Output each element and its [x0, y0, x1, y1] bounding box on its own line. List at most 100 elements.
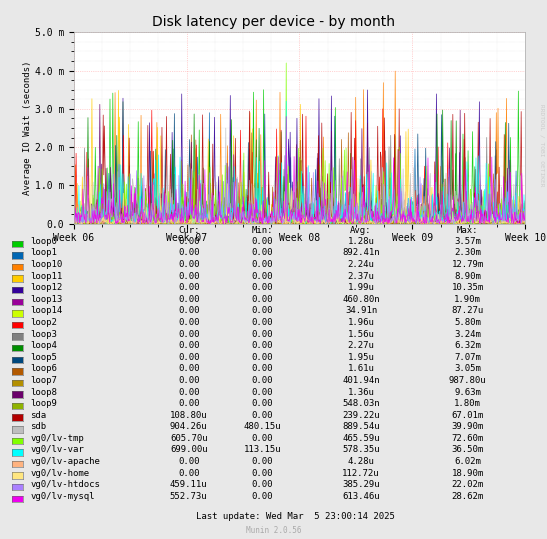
Text: 0.00: 0.00	[178, 295, 200, 304]
Text: 0.00: 0.00	[178, 388, 200, 397]
Text: 4.28u: 4.28u	[347, 457, 375, 466]
Text: 3.05m: 3.05m	[454, 364, 481, 374]
Text: 10.35m: 10.35m	[452, 284, 484, 292]
Text: 36.50m: 36.50m	[452, 446, 484, 454]
Text: 0.00: 0.00	[178, 376, 200, 385]
Text: 0.00: 0.00	[252, 457, 274, 466]
Text: 460.80n: 460.80n	[342, 295, 380, 304]
Text: 0.00: 0.00	[178, 364, 200, 374]
Text: 0.00: 0.00	[178, 399, 200, 408]
Text: 904.26u: 904.26u	[170, 423, 207, 431]
Text: 0.00: 0.00	[252, 237, 274, 246]
Text: 239.22u: 239.22u	[342, 411, 380, 420]
Text: 28.62m: 28.62m	[452, 492, 484, 501]
Text: 22.02m: 22.02m	[452, 480, 484, 489]
Text: loop10: loop10	[30, 260, 62, 269]
Text: 112.72u: 112.72u	[342, 469, 380, 478]
Text: 2.37u: 2.37u	[347, 272, 375, 281]
Text: 72.60m: 72.60m	[452, 434, 484, 443]
Text: 0.00: 0.00	[252, 376, 274, 385]
Text: 1.99u: 1.99u	[347, 284, 375, 292]
Text: 18.90m: 18.90m	[452, 469, 484, 478]
Text: 0.00: 0.00	[252, 480, 274, 489]
Text: 0.00: 0.00	[252, 353, 274, 362]
Text: sda: sda	[30, 411, 46, 420]
Text: vg0/lv-home: vg0/lv-home	[30, 469, 89, 478]
Text: 1.90m: 1.90m	[454, 295, 481, 304]
Text: 401.94n: 401.94n	[342, 376, 380, 385]
Text: loop14: loop14	[30, 307, 62, 315]
Text: 0.00: 0.00	[252, 330, 274, 338]
Text: 67.01m: 67.01m	[452, 411, 484, 420]
Text: loop6: loop6	[30, 364, 57, 374]
Text: 2.24u: 2.24u	[347, 260, 375, 269]
Text: 889.54u: 889.54u	[342, 423, 380, 431]
Text: Munin 2.0.56: Munin 2.0.56	[246, 526, 301, 535]
Text: loop2: loop2	[30, 318, 57, 327]
Text: 108.80u: 108.80u	[170, 411, 207, 420]
Text: 1.28u: 1.28u	[347, 237, 375, 246]
Text: vg0/lv-var: vg0/lv-var	[30, 446, 84, 454]
Text: 39.90m: 39.90m	[452, 423, 484, 431]
Text: 613.46u: 613.46u	[342, 492, 380, 501]
Text: 465.59u: 465.59u	[342, 434, 380, 443]
Text: 892.41n: 892.41n	[342, 248, 380, 258]
Text: 0.00: 0.00	[178, 469, 200, 478]
Text: RRDTOOL / TOBI OETIKER: RRDTOOL / TOBI OETIKER	[539, 104, 544, 187]
Text: 480.15u: 480.15u	[244, 423, 281, 431]
Text: 0.00: 0.00	[252, 307, 274, 315]
Text: 0.00: 0.00	[252, 388, 274, 397]
Text: 6.02m: 6.02m	[454, 457, 481, 466]
Text: 0.00: 0.00	[178, 248, 200, 258]
Text: 0.00: 0.00	[252, 469, 274, 478]
Text: 7.07m: 7.07m	[454, 353, 481, 362]
Text: 0.00: 0.00	[178, 341, 200, 350]
Text: 2.30m: 2.30m	[454, 248, 481, 258]
Text: 1.96u: 1.96u	[347, 318, 375, 327]
Text: Disk latency per device - by month: Disk latency per device - by month	[152, 15, 395, 29]
Text: loop12: loop12	[30, 284, 62, 292]
Text: 6.32m: 6.32m	[454, 341, 481, 350]
Text: 459.11u: 459.11u	[170, 480, 207, 489]
Text: 1.56u: 1.56u	[347, 330, 375, 338]
Text: 0.00: 0.00	[178, 318, 200, 327]
Text: 0.00: 0.00	[178, 260, 200, 269]
Text: 0.00: 0.00	[178, 353, 200, 362]
Text: loop7: loop7	[30, 376, 57, 385]
Text: 113.15u: 113.15u	[244, 446, 281, 454]
Text: 8.90m: 8.90m	[454, 272, 481, 281]
Text: 1.80m: 1.80m	[454, 399, 481, 408]
Text: loop13: loop13	[30, 295, 62, 304]
Text: 552.73u: 552.73u	[170, 492, 207, 501]
Text: vg0/lv-apache: vg0/lv-apache	[30, 457, 100, 466]
Y-axis label: Average IO Wait (seconds): Average IO Wait (seconds)	[23, 61, 32, 195]
Text: vg0/lv-mysql: vg0/lv-mysql	[30, 492, 95, 501]
Text: 0.00: 0.00	[178, 284, 200, 292]
Text: 5.80m: 5.80m	[454, 318, 481, 327]
Text: 1.36u: 1.36u	[347, 388, 375, 397]
Text: 385.29u: 385.29u	[342, 480, 380, 489]
Text: 699.00u: 699.00u	[170, 446, 207, 454]
Text: 987.80u: 987.80u	[449, 376, 486, 385]
Text: 0.00: 0.00	[252, 284, 274, 292]
Text: 605.70u: 605.70u	[170, 434, 207, 443]
Text: loop1: loop1	[30, 248, 57, 258]
Text: 3.57m: 3.57m	[454, 237, 481, 246]
Text: loop5: loop5	[30, 353, 57, 362]
Text: 0.00: 0.00	[252, 492, 274, 501]
Text: 0.00: 0.00	[252, 318, 274, 327]
Text: loop8: loop8	[30, 388, 57, 397]
Text: 0.00: 0.00	[252, 399, 274, 408]
Text: Min:: Min:	[252, 226, 274, 236]
Text: Cur:: Cur:	[178, 226, 200, 236]
Text: 0.00: 0.00	[178, 272, 200, 281]
Text: 9.63m: 9.63m	[454, 388, 481, 397]
Text: 1.95u: 1.95u	[347, 353, 375, 362]
Text: 0.00: 0.00	[252, 295, 274, 304]
Text: 2.27u: 2.27u	[347, 341, 375, 350]
Text: Max:: Max:	[457, 226, 479, 236]
Text: loop3: loop3	[30, 330, 57, 338]
Text: 0.00: 0.00	[252, 411, 274, 420]
Text: 0.00: 0.00	[252, 260, 274, 269]
Text: 0.00: 0.00	[252, 341, 274, 350]
